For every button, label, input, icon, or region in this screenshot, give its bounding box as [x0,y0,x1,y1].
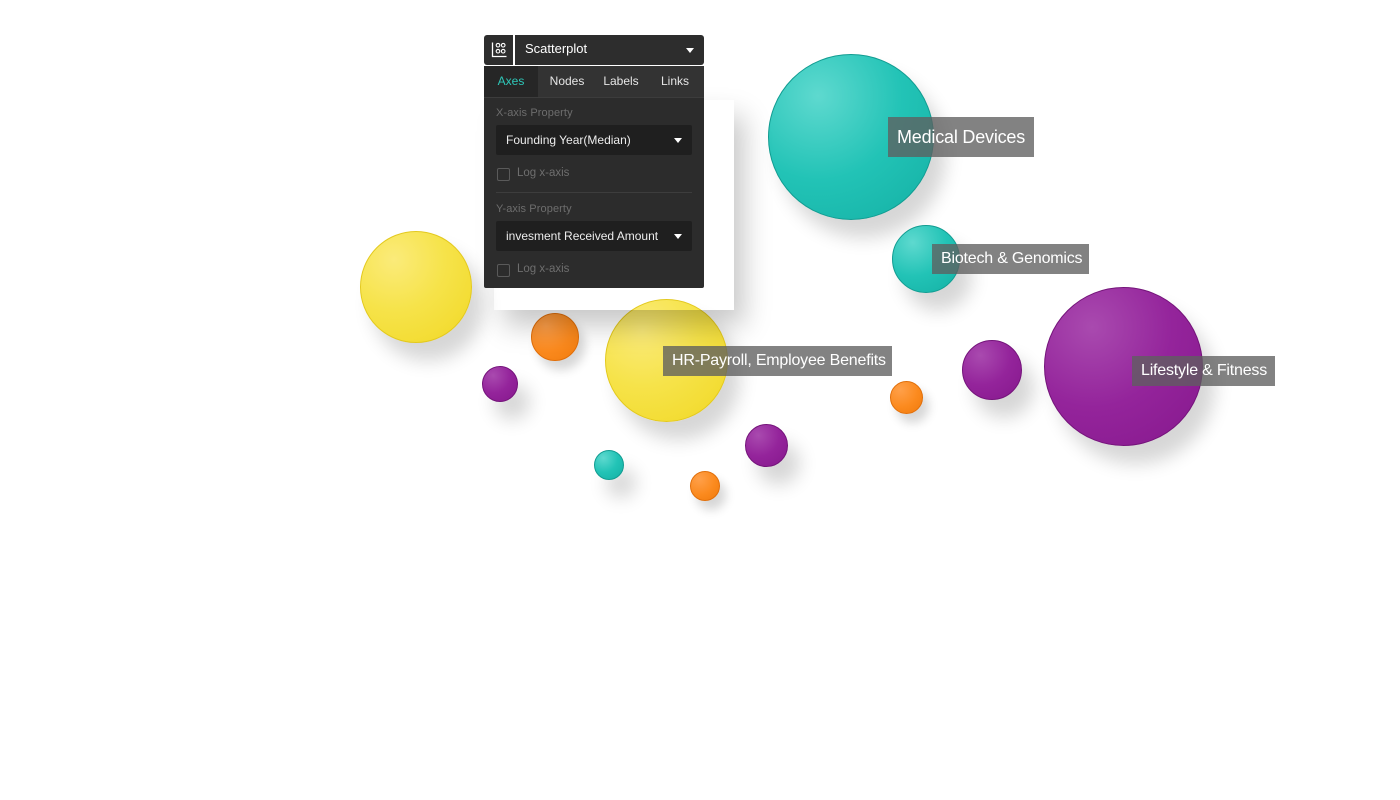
view-type-select[interactable]: Scatterplot [515,35,704,65]
label-hr-payroll: HR-Payroll, Employee Benefits [663,346,892,376]
log-y-axis-checkbox[interactable] [497,264,510,277]
scatter-layout-icon [491,42,507,58]
tab-axes[interactable]: Axes [484,66,538,97]
settings-panel-body: Axes Nodes Labels Links X-axis Property … [484,66,704,288]
log-x-axis-label: Log x-axis [517,167,570,179]
label-lifestyle-fitness: Lifestyle & Fitness [1132,356,1275,386]
bubble-teal-small[interactable] [594,450,624,480]
bubble-orange-1[interactable] [531,313,579,361]
label-medical-devices: Medical Devices [888,117,1035,157]
x-axis-property-value: Founding Year(Median) [506,133,631,147]
bubble-purple-small-left[interactable] [482,366,518,402]
chevron-down-icon [674,234,682,239]
x-axis-property-select[interactable]: Founding Year(Median) [496,125,692,155]
tab-links[interactable]: Links [660,74,689,88]
bubble-yellow-left[interactable] [360,231,472,343]
label-biotech-genomics: Biotech & Genomics [932,244,1089,274]
section-divider [496,192,692,193]
bubble-orange-3[interactable] [690,471,720,501]
y-axis-property-label: Y-axis Property [496,203,572,215]
bubble-purple-mid[interactable] [745,424,788,467]
view-type-button[interactable] [484,35,513,65]
x-axis-property-label: X-axis Property [496,107,573,119]
chevron-down-icon [674,138,682,143]
tab-nodes[interactable]: Nodes [549,74,585,88]
log-x-axis-checkbox[interactable] [497,168,510,181]
y-axis-property-select[interactable]: invesment Received Amount [496,221,692,251]
log-y-axis-label: Log x-axis [517,263,570,275]
tab-labels[interactable]: Labels [603,74,639,88]
y-axis-property-value: invesment Received Amount [506,229,659,243]
chevron-down-icon [686,48,694,53]
bubble-orange-2[interactable] [890,381,923,414]
bubble-purple-mid-right[interactable] [962,340,1022,400]
view-type-value: Scatterplot [525,41,588,56]
settings-tabs: Axes Nodes Labels Links [484,66,704,98]
